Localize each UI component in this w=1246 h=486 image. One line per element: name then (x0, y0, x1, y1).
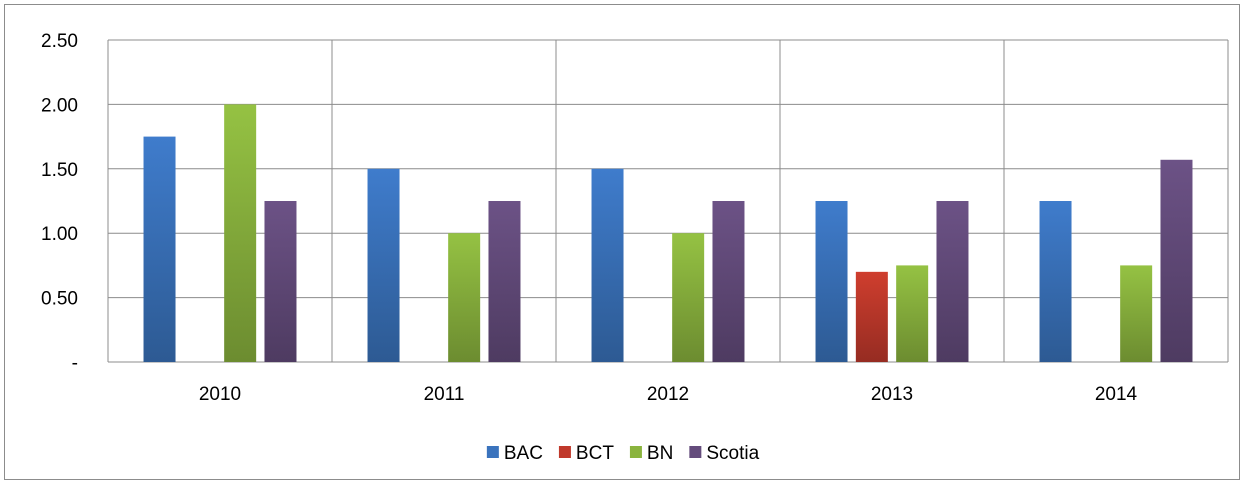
bar-bac-2014 (1039, 201, 1072, 362)
legend-label: BCT (576, 443, 614, 464)
y-tick-label: - (72, 353, 78, 374)
bar-bn-2011 (448, 233, 481, 362)
y-tick-label: 1.00 (41, 224, 78, 245)
legend-swatch-bn (629, 446, 642, 458)
bar-bac-2011 (367, 168, 400, 362)
y-tick-label: 2.50 (41, 31, 78, 52)
bar-scotia-2011 (488, 201, 521, 362)
x-tick-label: 2014 (1095, 384, 1138, 405)
bar-bac-2012 (591, 168, 624, 362)
bar-scotia-2010 (264, 201, 297, 362)
legend-label: Scotia (706, 443, 759, 464)
x-tick-label: 2011 (424, 384, 465, 405)
y-tick-label: 2.00 (41, 95, 78, 116)
legend-swatch-bct (558, 446, 571, 458)
legend-label: BN (647, 443, 673, 464)
legend-swatch-bac (486, 446, 499, 458)
bar-bn-2012 (672, 233, 705, 362)
bar-bac-2010 (143, 136, 176, 362)
bar-bac-2013 (815, 201, 848, 362)
bars-layer (143, 104, 1193, 363)
bar-bn-2013 (896, 265, 929, 362)
bar-bn-2010 (224, 104, 257, 363)
bar-bct-2013 (855, 271, 888, 362)
y-tick-label: 1.50 (41, 160, 78, 181)
bar-scotia-2013 (936, 201, 969, 362)
x-tick-label: 2012 (647, 384, 689, 405)
legend: BAC BCT BN Scotia (486, 443, 760, 464)
bar-bn-2014 (1120, 265, 1153, 362)
legend-swatch-scotia (689, 446, 702, 458)
x-tick-label: 2013 (871, 384, 913, 405)
x-tick-label: 2010 (199, 384, 241, 405)
axis-layer: - 0.50 1.00 1.50 2.00 2.50 2010 2011 2012 2013 201… (41, 31, 1138, 405)
legend-label: BAC (504, 443, 543, 464)
bar-scotia-2014 (1160, 159, 1193, 362)
bar-scotia-2012 (712, 201, 745, 362)
y-tick-label: 0.50 (41, 289, 78, 310)
